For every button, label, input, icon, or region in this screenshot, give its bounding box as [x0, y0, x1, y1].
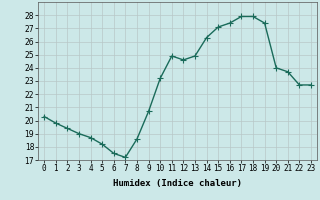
X-axis label: Humidex (Indice chaleur): Humidex (Indice chaleur) — [113, 179, 242, 188]
